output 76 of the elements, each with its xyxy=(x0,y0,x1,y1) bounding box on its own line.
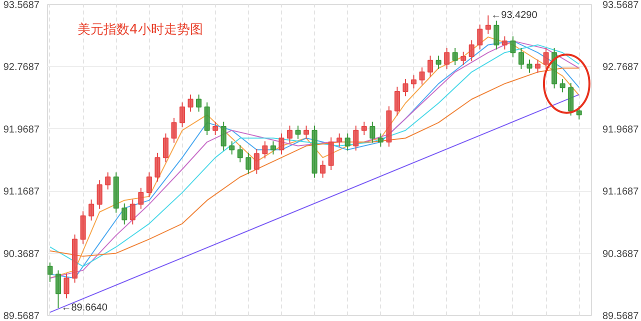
candlestick xyxy=(320,160,326,178)
candlestick xyxy=(55,270,62,309)
candlestick xyxy=(171,117,177,144)
candlestick xyxy=(295,125,301,140)
candlestick xyxy=(534,59,541,74)
candlestick xyxy=(419,66,425,85)
candlestick xyxy=(220,121,226,152)
candlestick xyxy=(286,125,293,144)
candlestick xyxy=(518,47,524,70)
candlestick xyxy=(336,132,342,148)
candlestick xyxy=(204,102,210,136)
candlestick xyxy=(162,132,168,163)
candlestick xyxy=(122,202,128,225)
text: 美元指数4小时走势图 xyxy=(78,22,203,38)
candlestick xyxy=(188,94,194,112)
y-tick-label: 89.5687 xyxy=(3,311,40,321)
y2-tick-label: 90.3687 xyxy=(602,248,640,260)
candlestick xyxy=(80,210,86,244)
y2-tick-label: 93.5687 xyxy=(602,0,640,11)
candlestick xyxy=(576,106,582,120)
y2-tick-label: 91.9687 xyxy=(602,124,640,136)
candlestick xyxy=(262,140,268,159)
candlestick xyxy=(361,121,367,136)
candlestick xyxy=(485,14,491,34)
candlestick xyxy=(212,121,218,136)
y2-tick-label: 89.5687 xyxy=(602,311,640,321)
candlestick xyxy=(179,102,186,128)
candlestick xyxy=(410,74,417,89)
y2-tick-label: 91.1687 xyxy=(602,186,640,198)
candlestick xyxy=(477,24,483,50)
candlestick xyxy=(502,36,508,50)
candlestick xyxy=(48,262,53,282)
candlestick xyxy=(560,78,566,93)
candlestick xyxy=(88,199,94,222)
candlestick xyxy=(237,144,243,163)
annotation: ←89.6640 xyxy=(61,302,108,314)
candlestick xyxy=(494,20,500,50)
candlestick xyxy=(328,136,334,171)
y-tick-label: 91.1687 xyxy=(3,186,40,198)
candlestick xyxy=(543,47,549,70)
annotation: ←93.4290 xyxy=(491,10,538,21)
candlestick xyxy=(254,148,260,174)
candlestick xyxy=(304,125,310,140)
candlestick xyxy=(428,55,434,78)
candlestick xyxy=(510,36,516,58)
candlestick xyxy=(526,59,532,74)
y2-tick-label: 92.7687 xyxy=(602,62,640,74)
candlestick xyxy=(444,47,450,70)
candlestick xyxy=(344,132,350,152)
y-tick-label: 91.9687 xyxy=(3,124,40,136)
candlestick xyxy=(278,132,284,155)
candlestick xyxy=(146,172,152,198)
candlestick xyxy=(138,187,144,210)
y-tick-label: 93.5687 xyxy=(3,0,40,11)
candlestick xyxy=(452,47,458,66)
candlestick xyxy=(468,40,474,62)
line-series xyxy=(49,68,580,257)
candlestick xyxy=(402,78,408,97)
candlestick xyxy=(130,199,136,225)
candlestick xyxy=(64,272,70,299)
candlestick xyxy=(154,152,160,182)
candlestick xyxy=(460,51,466,66)
candlestick xyxy=(370,121,376,144)
candlestick xyxy=(378,132,384,148)
candlestick xyxy=(353,125,359,152)
candlestick xyxy=(96,180,102,210)
y-tick-label: 90.3687 xyxy=(3,248,40,260)
candlestick xyxy=(246,152,252,174)
candlestick xyxy=(270,140,276,155)
candlestick xyxy=(105,172,111,190)
candlestick xyxy=(436,55,442,70)
candlestick xyxy=(568,82,574,116)
candlestick xyxy=(229,140,235,155)
candlestick xyxy=(196,94,202,112)
y-tick-label: 92.7687 xyxy=(3,62,40,74)
candlestick xyxy=(394,86,400,116)
